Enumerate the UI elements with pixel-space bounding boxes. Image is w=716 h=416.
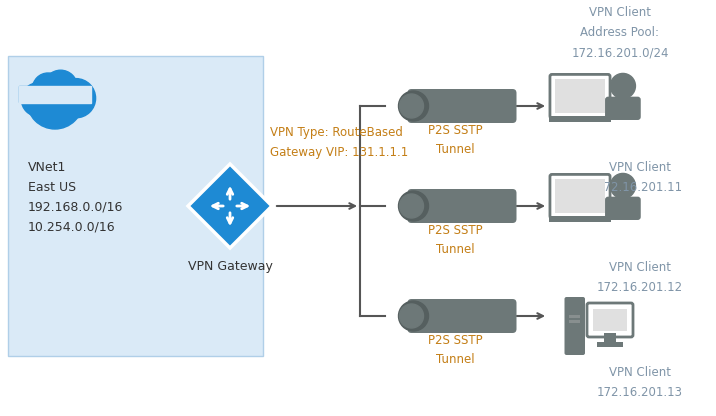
Bar [19,86,92,102]
Text: VPN Client
172.16.201.12: VPN Client 172.16.201.12 [597,261,683,294]
Bar [549,216,611,222]
Bar [604,333,616,343]
Text: VNet1
East US
192.168.0.0/16
10.254.0.0/16: VNet1 East US 192.168.0.0/16 10.254.0.0/… [28,161,123,234]
Bar [593,309,627,331]
Circle shape [27,73,83,129]
Bar [597,342,623,347]
Text: VPN Type: RouteBased
Gateway VIP: 131.1.1.1: VPN Type: RouteBased Gateway VIP: 131.1.… [270,126,408,159]
Circle shape [44,70,77,104]
FancyBboxPatch shape [550,174,610,218]
Circle shape [21,83,55,116]
FancyBboxPatch shape [550,74,610,118]
Circle shape [33,73,64,104]
FancyBboxPatch shape [407,189,516,223]
Bar [569,320,580,323]
Circle shape [400,94,423,118]
Text: P2S SSTP
Tunnel: P2S SSTP Tunnel [427,124,483,156]
FancyBboxPatch shape [587,303,633,337]
FancyBboxPatch shape [407,299,516,333]
Circle shape [57,79,96,118]
Circle shape [610,173,635,198]
Text: P2S SSTP
Tunnel: P2S SSTP Tunnel [427,224,483,256]
FancyBboxPatch shape [407,89,516,123]
Circle shape [399,301,428,331]
Bar [549,116,611,122]
FancyBboxPatch shape [564,297,585,355]
Bar [8,56,263,356]
Circle shape [400,194,423,218]
Circle shape [400,304,423,328]
FancyBboxPatch shape [605,197,641,220]
Text: P2S SSTP
Tunnel: P2S SSTP Tunnel [427,334,483,366]
Polygon shape [188,164,272,248]
Bar [19,86,92,103]
Circle shape [610,74,635,99]
Text: VPN Client
172.16.201.13: VPN Client 172.16.201.13 [597,366,683,399]
Bar [555,79,605,113]
Bar [569,315,580,318]
Bar [552,116,608,119]
Text: VPN Client
172.16.201.11: VPN Client 172.16.201.11 [597,161,683,194]
Circle shape [399,191,428,221]
Circle shape [399,91,428,121]
Bar [555,179,605,213]
FancyBboxPatch shape [605,97,641,120]
Bar [552,216,608,219]
Text: VPN Gateway: VPN Gateway [188,260,272,273]
Text: VPN Client
Address Pool:
172.16.201.0/24: VPN Client Address Pool: 172.16.201.0/24 [571,6,669,59]
